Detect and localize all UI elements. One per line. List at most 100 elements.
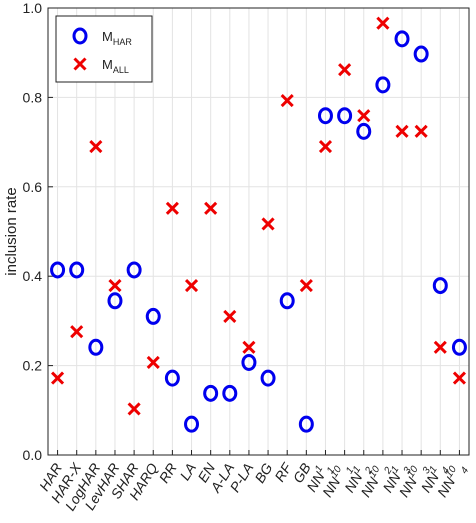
x-tick-label-sub: 1 xyxy=(344,465,356,476)
x-tick-label-base: RF xyxy=(271,459,295,485)
circle-point xyxy=(88,338,104,356)
data-marks xyxy=(50,16,467,433)
cross-point-stroke xyxy=(261,217,275,231)
legend-label-base: M xyxy=(102,57,113,72)
circle-point xyxy=(375,76,391,94)
cross-point-stroke xyxy=(108,279,122,293)
cross-point-stroke xyxy=(184,279,199,293)
circle-point xyxy=(241,353,257,371)
circle-point xyxy=(337,107,353,125)
cross-point-stroke xyxy=(318,140,333,154)
cross-point-stroke xyxy=(357,109,371,123)
cross-point-stroke xyxy=(452,371,466,385)
circle-point xyxy=(107,292,123,310)
cross-point-stroke xyxy=(338,63,352,77)
cross-point xyxy=(184,279,199,293)
y-tick-label: 0.6 xyxy=(23,179,43,195)
x-tick-label-sub: 3 xyxy=(421,465,434,476)
cross-point xyxy=(242,340,256,354)
circle-point xyxy=(394,30,410,48)
circle-point xyxy=(184,415,200,433)
x-tick-label-sub: 3 xyxy=(402,465,415,476)
x-tick-label-sub: 4 xyxy=(459,465,472,476)
cross-point xyxy=(204,201,218,215)
y-axis-ticks: 0.0 0.2 0.4 0.6 0.8 1.0 xyxy=(23,0,53,463)
cross-point xyxy=(395,124,409,138)
x-tick-label-base: BG xyxy=(251,460,275,486)
x-tick-label-sup: 1 xyxy=(389,464,401,475)
cross-point-stroke xyxy=(89,140,103,154)
cross-point-stroke xyxy=(51,371,65,385)
cross-point-stroke xyxy=(70,325,84,339)
legend-label-base: M xyxy=(102,29,113,44)
cross-point-stroke xyxy=(414,124,428,138)
legend-label-sub: HAR xyxy=(113,37,133,47)
legend-box xyxy=(55,15,153,83)
cross-point xyxy=(280,93,294,108)
x-tick-label-sup: 1 xyxy=(351,464,363,475)
legend-label: MHAR xyxy=(102,29,132,47)
cross-point-stroke xyxy=(204,201,218,215)
y-tick-label: 0.8 xyxy=(23,89,43,105)
cross-point xyxy=(357,109,371,123)
y-tick-label: 0.4 xyxy=(23,268,43,284)
circle-point xyxy=(432,277,448,295)
cross-point xyxy=(146,355,160,370)
y-tick-label: 0.0 xyxy=(23,447,43,463)
circle-point xyxy=(145,307,161,325)
cross-point xyxy=(338,63,352,77)
cross-point-stroke xyxy=(433,340,447,354)
x-tick-label: RF xyxy=(271,459,295,485)
y-axis-title: inclusion rate xyxy=(3,187,20,275)
circle-point xyxy=(222,384,238,402)
circle-point xyxy=(164,369,180,387)
circle-point xyxy=(279,292,295,310)
cross-point-stroke xyxy=(376,16,390,30)
x-tick-label-base: LA xyxy=(176,460,199,483)
cross-point xyxy=(433,340,447,354)
cross-point xyxy=(299,279,313,293)
x-tick-label-sup: 1 xyxy=(428,464,440,475)
cross-point xyxy=(89,140,103,154)
cross-point xyxy=(452,371,466,385)
cross-point-stroke xyxy=(146,355,160,370)
legend-label: MALL xyxy=(102,57,129,75)
circle-point xyxy=(298,415,314,433)
cross-point xyxy=(127,402,141,416)
cross-point-stroke xyxy=(395,124,409,138)
circle-point xyxy=(451,338,467,356)
cross-point-stroke xyxy=(127,402,141,416)
legend-marker xyxy=(72,27,88,45)
y-tick-label: 1.0 xyxy=(23,0,43,16)
circle-point xyxy=(126,261,142,279)
circle-point xyxy=(356,122,372,140)
y-tick-label: 0.2 xyxy=(23,358,43,374)
x-tick-label-sub: 2 xyxy=(382,465,395,477)
cross-point-stroke xyxy=(223,309,237,323)
x-tick-label: RR xyxy=(156,460,180,486)
circle-point xyxy=(203,384,219,402)
legend-marker xyxy=(73,57,87,71)
x-axis-ticks: HARHAR-XLogHARLevHARSHARHARQRRLAENA-LAP-… xyxy=(36,450,472,513)
cross-point xyxy=(108,279,122,293)
cross-point xyxy=(70,325,84,339)
cross-point-stroke xyxy=(165,201,179,215)
cross-point xyxy=(261,217,275,231)
x-tick-label-sub: 2 xyxy=(363,465,376,477)
cross-point xyxy=(376,16,390,30)
x-tick-label: BG xyxy=(251,460,275,486)
legend-label-sub: ALL xyxy=(113,65,129,75)
circle-point xyxy=(260,369,276,387)
cross-point xyxy=(223,309,237,323)
legend-marker-stroke xyxy=(73,57,87,71)
cross-point-stroke xyxy=(299,279,313,293)
cross-point-stroke xyxy=(280,93,294,108)
cross-point xyxy=(318,140,333,154)
circle-point xyxy=(50,261,66,279)
circle-point xyxy=(317,107,333,125)
x-tick-label: LA xyxy=(176,460,199,483)
circle-point xyxy=(413,45,429,63)
cross-point xyxy=(414,124,428,138)
